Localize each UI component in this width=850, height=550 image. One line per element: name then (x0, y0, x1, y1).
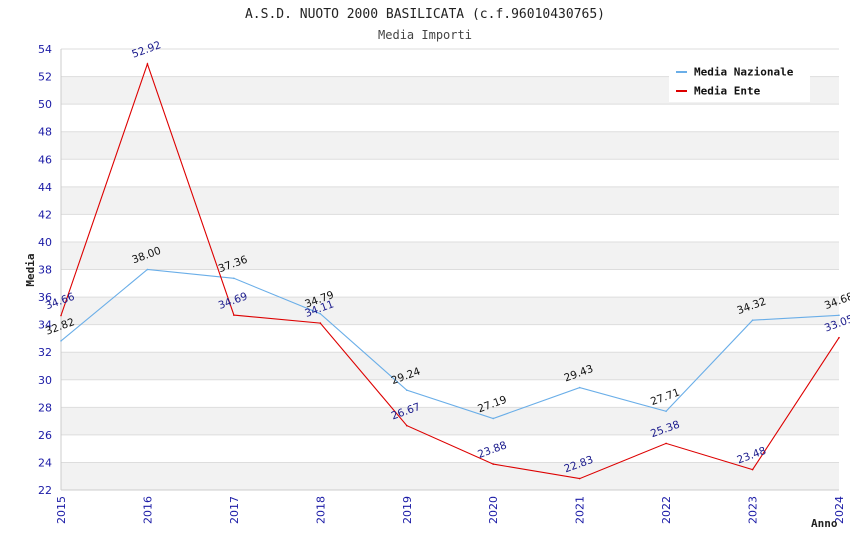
y-tick-label: 42 (38, 208, 52, 221)
data-point (665, 410, 667, 413)
y-tick-label: 48 (38, 126, 52, 139)
legend-entry: Media Ente (694, 85, 761, 98)
x-tick-label: 2022 (660, 496, 673, 524)
grid-band (61, 186, 839, 215)
data-point (319, 322, 322, 324)
x-tick-label: 2019 (401, 496, 414, 524)
grid-band (61, 407, 839, 435)
y-tick-label: 28 (38, 401, 52, 414)
y-axis-ticks: 22 24 26 28 30 32 34 36 38 40 42 44 46 48 50 52 54 (38, 43, 52, 497)
x-tick-label: 2015 (55, 496, 68, 524)
data-point (233, 277, 235, 280)
grid-lines (60, 48, 839, 491)
series-lines (60, 62, 840, 480)
chart-title: A.S.D. NUOTO 2000 BASILICATA (c.f.960104… (245, 7, 605, 22)
y-tick-label: 22 (38, 484, 52, 497)
x-tick-label: 2016 (141, 496, 154, 524)
data-point (751, 319, 754, 322)
y-tick-label: 30 (38, 374, 52, 387)
y-tick-label: 38 (38, 264, 52, 277)
x-tick-label: 2023 (747, 496, 760, 524)
data-point (492, 463, 495, 465)
data-point (60, 340, 62, 342)
data-point (146, 63, 149, 65)
y-tick-label: 52 (38, 71, 52, 84)
series-line (60, 62, 840, 480)
chart-subtitle: Media Importi (378, 28, 472, 42)
x-tick-label: 2020 (487, 496, 500, 524)
y-tick-label: 50 (38, 98, 52, 111)
grid-band (61, 297, 839, 325)
grid-band (61, 241, 839, 270)
y-tick-label: 26 (38, 429, 52, 442)
y-tick-label: 36 (38, 291, 52, 304)
legend-box (669, 60, 810, 102)
data-point (751, 468, 754, 471)
x-axis-label: Anno (811, 517, 838, 530)
x-axis-ticks: 2015 2016 2017 2018 2019 2020 2021 2022 2023 2024 (55, 496, 846, 524)
data-point (146, 268, 149, 271)
y-tick-label: 40 (38, 236, 52, 249)
x-tick-label: 2018 (314, 496, 327, 524)
legend-entry: Media Nazionale (694, 66, 794, 79)
data-point (838, 336, 840, 339)
data-point (405, 389, 408, 392)
data-point (233, 314, 235, 316)
y-tick-label: 44 (38, 181, 52, 194)
x-tick-label: 2024 (833, 496, 846, 524)
x-tick-label: 2017 (228, 496, 241, 524)
data-point (405, 424, 408, 427)
y-tick-label: 54 (38, 43, 52, 56)
grid-band (61, 352, 839, 380)
data-point (319, 312, 322, 315)
data-point (665, 442, 667, 445)
y-axis-label: Media (24, 253, 37, 286)
y-tick-label: 24 (38, 456, 52, 469)
data-point (60, 314, 62, 317)
y-tick-label: 46 (38, 153, 52, 166)
x-tick-label: 2021 (574, 496, 587, 524)
data-point (838, 314, 840, 317)
series-line (60, 268, 840, 420)
data-point (578, 477, 581, 480)
data-point (578, 386, 581, 389)
grid-band (61, 462, 839, 490)
y-tick-label: 32 (38, 346, 52, 359)
legend: Media Nazionale Media Ente (669, 60, 810, 102)
grid-band (61, 131, 839, 160)
y-tick-label: 34 (38, 319, 52, 332)
data-point (492, 417, 495, 420)
